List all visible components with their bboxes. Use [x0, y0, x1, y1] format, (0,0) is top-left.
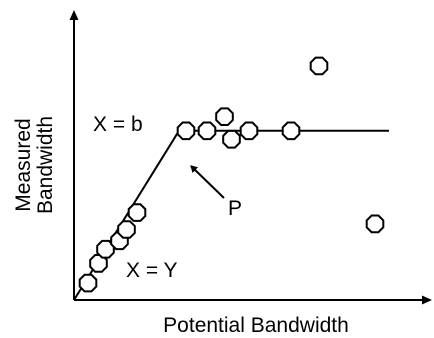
y-axis-label-line2: Bandwidth	[34, 116, 57, 214]
data-point	[78, 273, 98, 293]
annotation-x-eq-b: X = b	[93, 113, 143, 136]
data-point	[239, 121, 259, 141]
x-axis-arrowhead	[422, 295, 432, 305]
annotation-p: P	[228, 197, 242, 220]
data-point	[127, 203, 147, 222]
y-axis-arrowhead	[69, 10, 79, 20]
data-point	[215, 107, 234, 126]
data-point	[117, 220, 136, 239]
data-point	[176, 121, 196, 141]
data-point	[309, 56, 329, 76]
p-pointer-arrow	[190, 165, 225, 199]
data-point	[281, 121, 301, 141]
annotation-x-eq-y: X = Y	[126, 259, 178, 282]
y-axis-label-line1: Measured	[12, 118, 35, 211]
data-point	[365, 214, 385, 234]
data-markers	[78, 56, 385, 293]
x-axis-label: Potential Bandwidth	[163, 314, 349, 337]
data-point	[197, 121, 217, 141]
data-point	[222, 129, 241, 149]
